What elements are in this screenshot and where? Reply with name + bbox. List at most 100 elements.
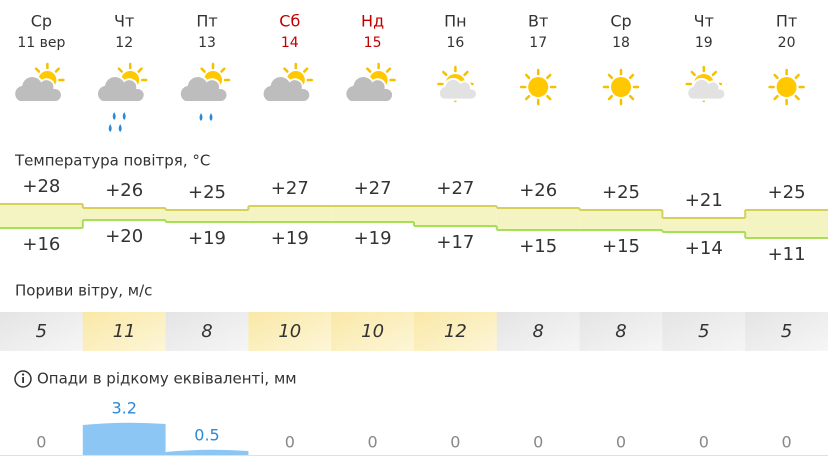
max-temp: +28: [22, 176, 60, 197]
weather-icon: [13, 62, 65, 103]
date: 11 вер: [17, 35, 65, 51]
min-temp: +11: [768, 244, 806, 265]
sun-ray: [607, 73, 614, 80]
min-temp: +17: [436, 232, 474, 253]
date: 19: [695, 35, 713, 51]
max-temp: +26: [519, 180, 557, 201]
min-temp: +19: [354, 228, 392, 249]
sun-disc: [776, 77, 797, 97]
wind-cell: [414, 312, 498, 351]
max-temp: +25: [602, 182, 640, 203]
sun-ray: [524, 94, 531, 101]
rain-drop: [199, 113, 203, 121]
precipitation-value: 0: [450, 433, 460, 452]
weekday: Вт: [528, 12, 548, 31]
max-temp: +26: [105, 180, 143, 201]
wind-value: 8: [615, 321, 626, 342]
temperature-band: [496, 208, 580, 230]
sun-ray: [628, 73, 635, 80]
min-temp: +16: [22, 234, 60, 255]
sun-disc: [611, 77, 631, 97]
cloud: [13, 75, 63, 103]
weekday: Чт: [694, 12, 714, 31]
info-icon[interactable]: [14, 370, 32, 388]
sun-ray: [34, 67, 41, 73]
sun-ray: [546, 73, 552, 80]
precipitation-bar: [165, 449, 249, 455]
wind-value: 8: [201, 321, 212, 342]
wind-cell: [745, 312, 828, 351]
max-temp: +27: [436, 178, 474, 199]
info-stem: [22, 377, 24, 383]
precipitation-value: 0.5: [194, 426, 219, 445]
info-circle: [14, 370, 32, 388]
wind-value: 12: [444, 321, 467, 342]
temperature-band: [579, 210, 663, 230]
weekday: Пн: [444, 12, 467, 31]
wind-value: 5: [781, 321, 792, 342]
sun-ray: [366, 67, 372, 73]
sun-disc: [528, 77, 549, 97]
sun-ray: [137, 67, 143, 73]
temperature-band: [248, 206, 332, 222]
date: 16: [446, 35, 464, 51]
precipitation-bar: [82, 422, 166, 455]
sun-ray: [200, 67, 206, 73]
precipitation-value: 0: [533, 433, 543, 452]
date: 15: [364, 35, 382, 51]
sun-ray: [463, 70, 469, 77]
min-temp: +19: [271, 228, 309, 249]
weather-icon: [437, 65, 478, 103]
precipitation-value: 0: [616, 433, 626, 452]
sun-ray: [54, 67, 60, 73]
max-temp: +25: [188, 182, 226, 203]
sun-ray: [442, 70, 448, 77]
temperature-band: [165, 210, 249, 222]
weekday: Чт: [114, 12, 134, 31]
cloud: [344, 75, 395, 103]
temperature-band: [745, 210, 828, 238]
weather-icon: [178, 62, 231, 121]
temperature-band: [662, 218, 746, 232]
wind-cell: [579, 312, 663, 351]
weather-icon: [519, 68, 557, 106]
weekday: Пт: [776, 12, 797, 31]
rain-drop: [118, 124, 122, 132]
wind-value: 5: [36, 321, 47, 342]
weather-icon: [344, 62, 396, 103]
rain-drop: [108, 124, 112, 132]
rain-drop: [112, 112, 116, 120]
sun-ray: [524, 73, 531, 80]
temperature-band: [331, 206, 414, 222]
min-temp: +19: [188, 228, 226, 249]
weather-icon: [768, 68, 805, 106]
info-dot: [22, 373, 25, 376]
sun-ray: [303, 67, 309, 73]
wind-value: 10: [361, 321, 384, 342]
rain-drop: [122, 112, 126, 120]
cloud: [96, 75, 146, 103]
sun-ray: [711, 70, 718, 77]
precipitation-title: Опади в рідкому еквіваленті, мм: [37, 370, 297, 388]
wind-cell: [496, 312, 581, 351]
max-temp: +25: [768, 182, 806, 203]
date: 17: [529, 35, 547, 51]
precipitation-value: 3.2: [111, 399, 136, 418]
sun-ray: [794, 73, 800, 80]
date: 18: [612, 35, 630, 51]
temperature-band: [0, 204, 83, 228]
min-temp: +15: [602, 236, 640, 257]
weekday: Пт: [196, 12, 217, 31]
date: 13: [198, 35, 216, 51]
sun-ray: [117, 67, 123, 73]
sun-ray: [773, 94, 779, 101]
max-temp: +21: [685, 190, 723, 211]
precipitation-value: 0: [36, 433, 46, 452]
sun-ray: [628, 94, 635, 101]
precipitation-value: 0: [782, 433, 792, 452]
sun-ray: [794, 94, 800, 101]
sun-ray: [607, 94, 614, 101]
wind-value: 11: [113, 321, 136, 342]
